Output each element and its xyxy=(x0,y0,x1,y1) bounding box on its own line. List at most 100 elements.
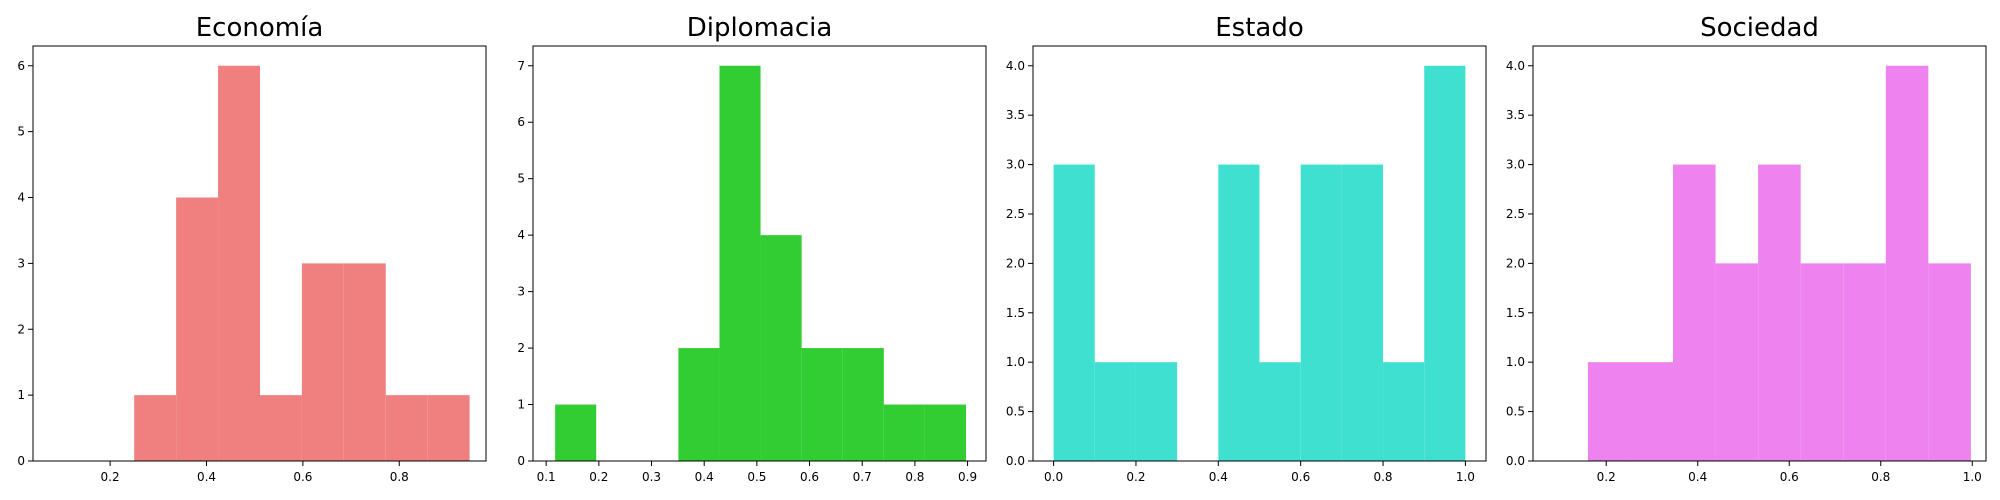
y-tick-label: 3.0 xyxy=(1006,158,1025,172)
x-tick-label: 0.2 xyxy=(1597,470,1616,484)
y-tick-label: 3 xyxy=(17,256,25,270)
y-tick-label: 6 xyxy=(517,115,525,129)
y-tick-label: 3.5 xyxy=(1506,108,1525,122)
x-tick-label: 0.4 xyxy=(1688,470,1707,484)
axes-frame xyxy=(1532,45,1987,462)
y-tick-label: 5 xyxy=(517,172,525,186)
y-tick-label: 0.5 xyxy=(1006,405,1025,419)
histogram-bar xyxy=(1843,263,1886,461)
x-tick-label: 0.2 xyxy=(1126,470,1145,484)
y-tick-label: 3 xyxy=(517,285,525,299)
histogram-bar xyxy=(678,348,720,461)
y-tick-label: 1 xyxy=(517,398,525,412)
y-tick-label: 4.0 xyxy=(1006,59,1025,73)
histogram-bar xyxy=(427,395,470,461)
histogram-bar xyxy=(1341,164,1384,461)
x-tick-label: 0.8 xyxy=(390,470,409,484)
chart-panel-2: 0.1 0.2 0.3 0.4 0.5 0.6 0.7 0.8 0.9 0 1 2 3 4 5 6 7 Diplo… xyxy=(517,13,987,484)
x-tick-label: 1.0 xyxy=(1456,470,1475,484)
x-tick-label: 0.6 xyxy=(293,470,312,484)
axes-frame xyxy=(532,45,987,462)
histogram-bar xyxy=(1135,362,1178,461)
histogram-bar xyxy=(301,263,344,461)
histogram-bar xyxy=(1673,164,1716,461)
chart-panel-4: 0.2 0.4 0.6 0.8 1.0 0.0 0.5 1.0 1.5 2.0 2.5 3.0 3.5 4… xyxy=(1506,13,1987,484)
histogram-bar xyxy=(1928,263,1971,461)
y-tick-label: 7 xyxy=(517,59,525,73)
y-tick-label: 5 xyxy=(17,125,25,139)
chart-title: Economía xyxy=(196,13,324,43)
histogram-bar xyxy=(1259,362,1301,461)
x-tick-label: 0.8 xyxy=(1373,470,1392,484)
x-tick-label: 0.6 xyxy=(800,470,819,484)
chart-title: Estado xyxy=(1215,13,1304,43)
histogram-bar xyxy=(1424,65,1466,461)
histogram-bar xyxy=(385,395,428,461)
histogram-bar xyxy=(1587,362,1631,461)
histogram-bar xyxy=(259,395,302,461)
histogram-bar xyxy=(924,404,966,461)
axes-frame xyxy=(1032,45,1487,462)
x-tick-label: 1.0 xyxy=(1963,470,1982,484)
y-tick-label: 4.0 xyxy=(1506,59,1525,73)
y-tick-label: 0.5 xyxy=(1506,405,1525,419)
y-tick-label: 2 xyxy=(517,341,525,355)
histogram-bar xyxy=(1218,164,1260,461)
y-tick-label: 1.5 xyxy=(1006,306,1025,320)
histogram-bar xyxy=(1715,263,1759,461)
histogram-bar xyxy=(1300,164,1342,461)
y-tick-label: 3.5 xyxy=(1006,108,1025,122)
y-tick-label: 0 xyxy=(17,454,25,468)
histogram-bar xyxy=(218,65,260,461)
histogram-bar xyxy=(1885,65,1929,461)
x-tick-label: 0.4 xyxy=(695,470,714,484)
histogram-bar xyxy=(1630,362,1674,461)
y-tick-label: 2 xyxy=(17,322,25,336)
x-tick-label: 0.6 xyxy=(1780,470,1799,484)
histogram-bar xyxy=(801,348,843,461)
y-tick-label: 0 xyxy=(517,454,525,468)
y-tick-label: 2.0 xyxy=(1006,256,1025,270)
x-tick-label: 0.2 xyxy=(101,470,120,484)
x-tick-label: 0.5 xyxy=(747,470,766,484)
x-tick-label: 0.8 xyxy=(1871,470,1890,484)
histogram-bar xyxy=(883,404,925,461)
y-tick-label: 2.5 xyxy=(1506,207,1525,221)
y-tick-label: 1 xyxy=(17,388,25,402)
y-tick-label: 2.5 xyxy=(1006,207,1025,221)
histogram-bar xyxy=(1758,164,1801,461)
y-tick-label: 4 xyxy=(517,228,525,242)
x-tick-label: 0.3 xyxy=(642,470,661,484)
x-tick-label: 0.2 xyxy=(589,470,608,484)
y-tick-label: 0.0 xyxy=(1006,454,1025,468)
y-tick-label: 1.0 xyxy=(1006,355,1025,369)
histogram-bar xyxy=(1053,164,1095,461)
y-tick-label: 6 xyxy=(17,59,25,73)
x-tick-label: 0.4 xyxy=(197,470,216,484)
histogram-bar xyxy=(1800,263,1844,461)
y-tick-label: 3.0 xyxy=(1506,158,1525,172)
y-tick-label: 1.5 xyxy=(1506,306,1525,320)
x-tick-label: 0.9 xyxy=(958,470,977,484)
x-tick-label: 0.0 xyxy=(1044,470,1063,484)
y-tick-label: 2.0 xyxy=(1506,256,1525,270)
histogram-bar xyxy=(176,197,219,461)
histogram-bar xyxy=(1094,362,1136,461)
y-tick-label: 0.0 xyxy=(1506,454,1525,468)
histogram-bar xyxy=(760,235,802,461)
histogram-bar xyxy=(134,395,177,461)
x-tick-label: 0.1 xyxy=(537,470,556,484)
x-tick-label: 0.4 xyxy=(1209,470,1228,484)
histogram-bar xyxy=(719,65,761,461)
y-tick-label: 1.0 xyxy=(1506,355,1525,369)
histogram-bar xyxy=(842,348,884,461)
x-tick-label: 0.8 xyxy=(905,470,924,484)
chart-title: Diplomacia xyxy=(687,13,833,43)
histogram-bar xyxy=(555,404,597,461)
x-tick-label: 0.6 xyxy=(1291,470,1310,484)
y-tick-label: 4 xyxy=(17,191,25,205)
axes-frame xyxy=(32,45,487,462)
x-tick-label: 0.7 xyxy=(853,470,872,484)
chart-panel-1: 0.2 0.4 0.6 0.8 0 1 2 3 4 5 6 Economía xyxy=(17,13,487,484)
